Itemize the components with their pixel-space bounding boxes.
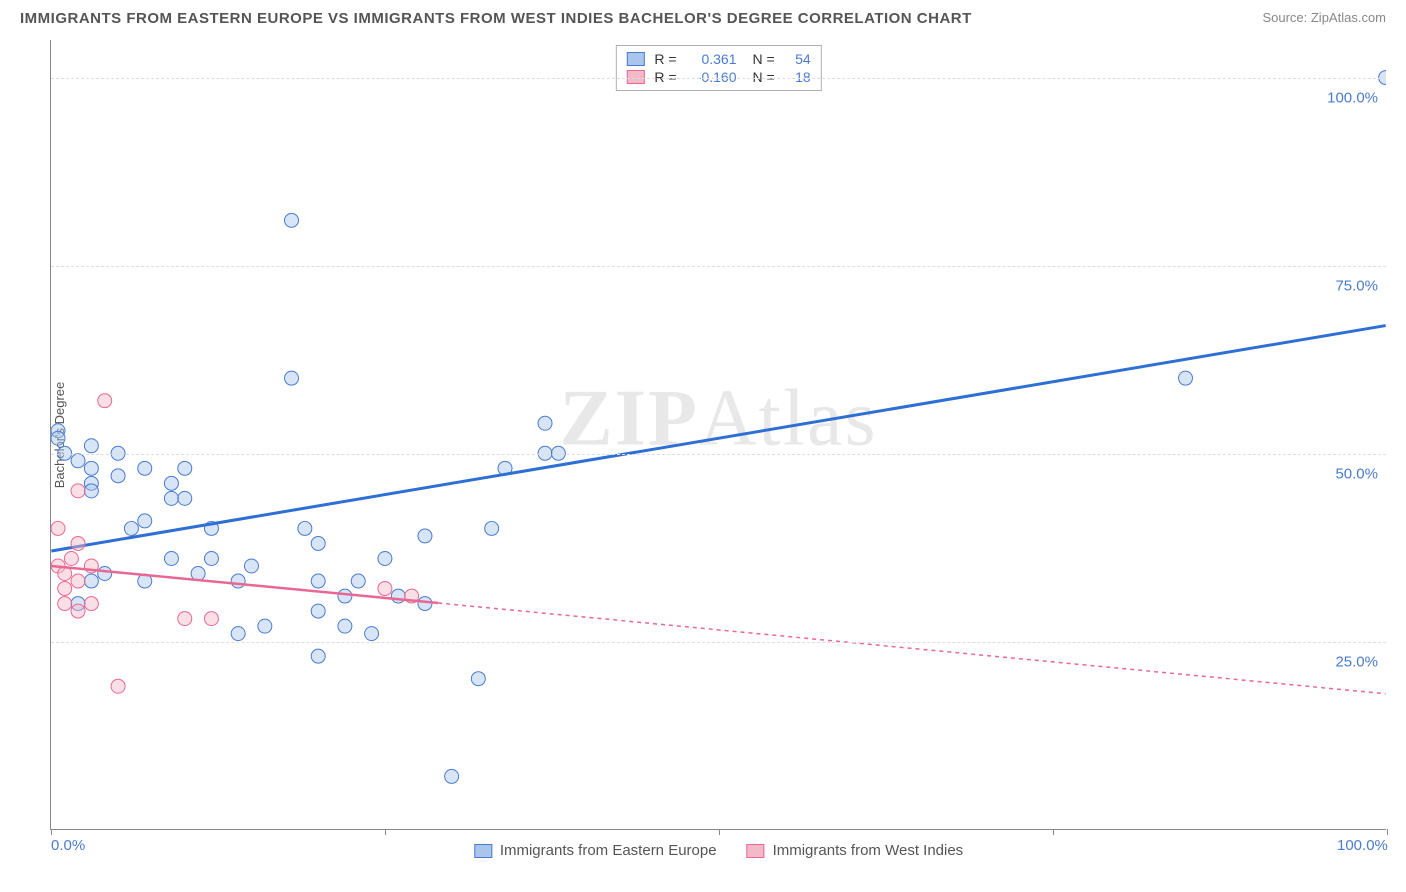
trend-line <box>51 326 1385 551</box>
scatter-point <box>338 589 352 603</box>
scatter-point <box>98 394 112 408</box>
scatter-point <box>84 597 98 611</box>
scatter-point <box>418 597 432 611</box>
gridline <box>51 642 1386 643</box>
scatter-point <box>378 551 392 565</box>
legend-swatch <box>626 52 644 66</box>
scatter-point <box>71 536 85 550</box>
scatter-point <box>178 461 192 475</box>
scatter-point <box>231 627 245 641</box>
scatter-point <box>285 213 299 227</box>
gridline <box>51 266 1386 267</box>
scatter-point <box>178 491 192 505</box>
series-legend-item: Immigrants from West Indies <box>747 842 964 859</box>
scatter-svg <box>51 40 1386 829</box>
y-tick-label: 50.0% <box>1335 465 1378 482</box>
legend-swatch <box>474 844 492 858</box>
scatter-point <box>84 484 98 498</box>
x-tick-label: 0.0% <box>51 837 85 854</box>
scatter-point <box>204 612 218 626</box>
scatter-point <box>538 416 552 430</box>
legend-n-label: N = <box>753 51 775 67</box>
scatter-point <box>58 582 72 596</box>
scatter-point <box>311 536 325 550</box>
scatter-point <box>64 551 78 565</box>
gridline <box>51 78 1386 79</box>
scatter-point <box>51 431 65 445</box>
x-tick <box>51 829 52 835</box>
series-legend-item: Immigrants from Eastern Europe <box>474 842 717 859</box>
plot-area: Bachelor's Degree ZIPAtlas R =0.361N =54… <box>50 40 1386 830</box>
chart-container: IMMIGRANTS FROM EASTERN EUROPE VS IMMIGR… <box>10 10 1396 882</box>
series-legend-label: Immigrants from Eastern Europe <box>500 842 717 859</box>
scatter-point <box>58 597 72 611</box>
scatter-point <box>204 551 218 565</box>
x-tick <box>1053 829 1054 835</box>
scatter-point <box>351 574 365 588</box>
scatter-point <box>1179 371 1193 385</box>
scatter-point <box>138 514 152 528</box>
scatter-point <box>418 529 432 543</box>
y-tick-label: 25.0% <box>1335 653 1378 670</box>
scatter-point <box>84 439 98 453</box>
scatter-point <box>178 612 192 626</box>
series-legend: Immigrants from Eastern Europe Immigrants… <box>474 842 963 859</box>
y-tick-label: 100.0% <box>1327 89 1378 106</box>
scatter-point <box>71 574 85 588</box>
scatter-point <box>71 454 85 468</box>
legend-r-value: 0.361 <box>687 51 737 67</box>
x-tick <box>1387 829 1388 835</box>
y-tick-label: 75.0% <box>1335 277 1378 294</box>
scatter-point <box>51 521 65 535</box>
trend-line-dashed <box>438 603 1385 694</box>
legend-n-value: 54 <box>785 51 811 67</box>
chart-title: IMMIGRANTS FROM EASTERN EUROPE VS IMMIGR… <box>20 10 972 27</box>
legend-r-label: R = <box>654 51 676 67</box>
scatter-point <box>164 491 178 505</box>
x-tick-label: 100.0% <box>1337 837 1388 854</box>
scatter-point <box>71 484 85 498</box>
legend-swatch <box>747 844 765 858</box>
scatter-point <box>471 672 485 686</box>
scatter-point <box>124 521 138 535</box>
gridline <box>51 454 1386 455</box>
scatter-point <box>164 551 178 565</box>
scatter-point <box>378 582 392 596</box>
scatter-point <box>445 769 459 783</box>
scatter-point <box>311 574 325 588</box>
scatter-point <box>111 679 125 693</box>
scatter-point <box>245 559 259 573</box>
scatter-point <box>258 619 272 633</box>
scatter-point <box>285 371 299 385</box>
scatter-point <box>138 461 152 475</box>
scatter-point <box>311 604 325 618</box>
x-tick <box>719 829 720 835</box>
scatter-point <box>298 521 312 535</box>
scatter-point <box>84 461 98 475</box>
scatter-point <box>311 649 325 663</box>
scatter-point <box>365 627 379 641</box>
scatter-point <box>164 476 178 490</box>
scatter-point <box>111 469 125 483</box>
scatter-point <box>391 589 405 603</box>
source-attribution: Source: ZipAtlas.com <box>1262 10 1386 25</box>
scatter-point <box>71 604 85 618</box>
scatter-point <box>231 574 245 588</box>
correlation-legend: R =0.361N =54R =-0.160N =18 <box>615 45 821 91</box>
scatter-point <box>98 567 112 581</box>
series-legend-label: Immigrants from West Indies <box>773 842 964 859</box>
scatter-point <box>485 521 499 535</box>
scatter-point <box>338 619 352 633</box>
correlation-legend-row: R = 0.361 N = 54 <box>626 50 810 68</box>
scatter-point <box>84 574 98 588</box>
x-tick <box>385 829 386 835</box>
